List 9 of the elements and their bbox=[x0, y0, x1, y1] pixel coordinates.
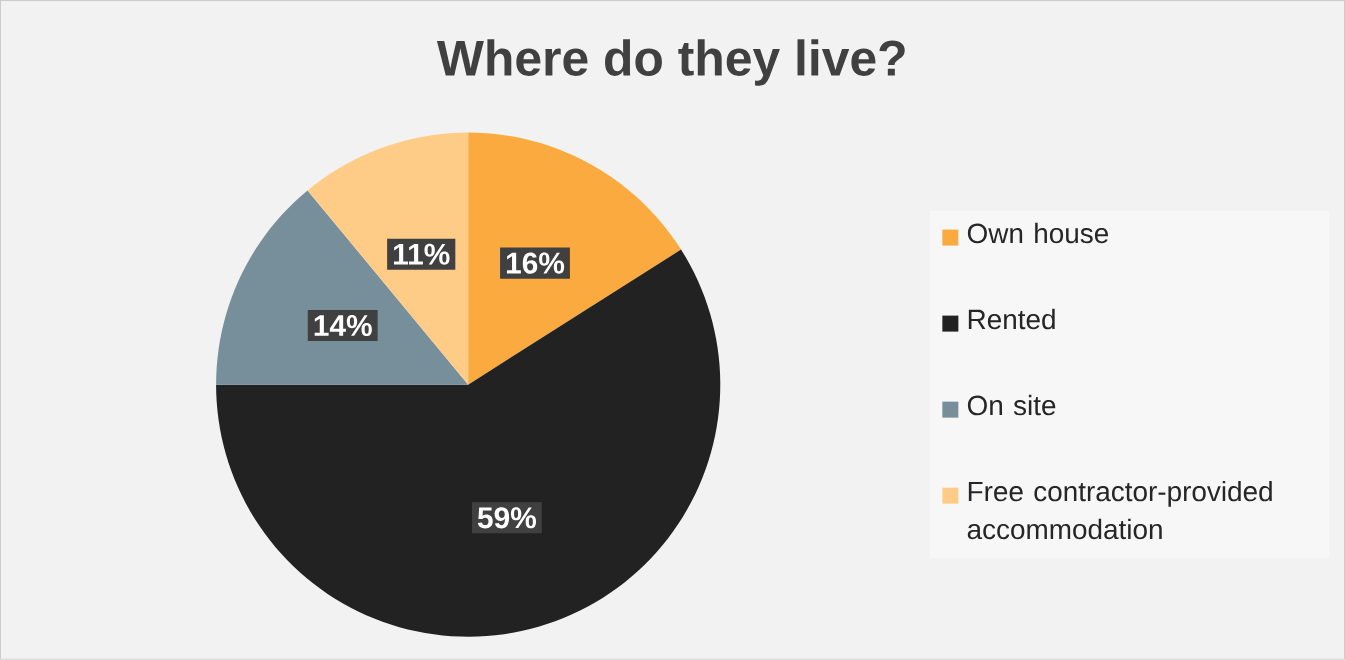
legend-label: Own house bbox=[967, 222, 1109, 244]
legend-label: On site bbox=[967, 394, 1056, 416]
chart-title: Where do they live? bbox=[436, 39, 905, 86]
data-label: 16% bbox=[506, 252, 565, 274]
data-label: 59% bbox=[477, 507, 536, 529]
data-label: 11% bbox=[394, 243, 450, 265]
legend-label: Free contractor-provided accommodation bbox=[967, 481, 1272, 540]
legend-label: Rented bbox=[968, 308, 1055, 330]
data-label: 14% bbox=[314, 315, 372, 337]
